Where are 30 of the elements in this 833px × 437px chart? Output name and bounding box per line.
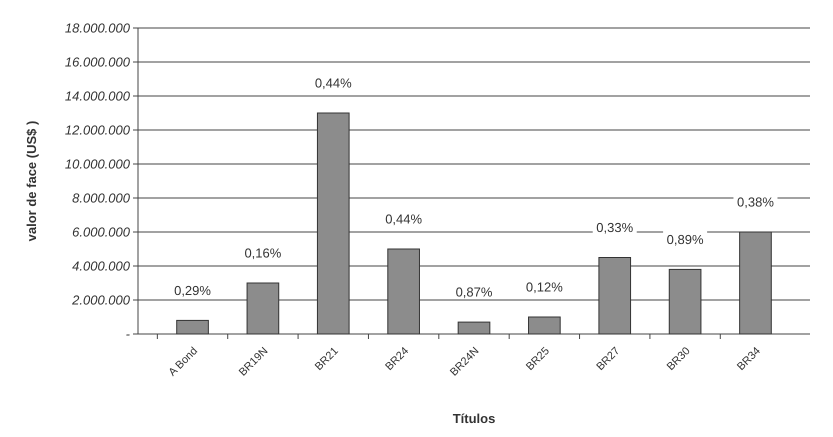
y-tick-label: 2.000.000 <box>71 292 131 308</box>
y-tick-label: 6.000.000 <box>72 224 131 240</box>
bar <box>458 322 490 334</box>
bar <box>528 316 561 334</box>
annotation: 0,38% <box>737 194 774 210</box>
y-tick-label: 18.000.000 <box>64 20 131 36</box>
bar <box>598 257 632 334</box>
bar <box>246 282 280 334</box>
bar <box>316 112 350 334</box>
annotation: 0,89% <box>666 232 704 247</box>
annotation: 0,44% <box>385 212 422 227</box>
y-tick-label: 14.000.000 <box>64 88 131 104</box>
x-axis-title: Títulos <box>452 411 496 426</box>
y-tick-label: 12.000.000 <box>64 122 131 138</box>
y-tick-label: - <box>126 326 131 342</box>
y-tick-label: 8.000.000 <box>72 190 131 206</box>
y-axis-title: valor de face (US$ ) <box>24 120 39 242</box>
bar <box>668 268 702 334</box>
annotation: 0,44% <box>314 76 352 91</box>
y-tick-label: 10.000.000 <box>64 156 131 172</box>
annotation: 0,33% <box>596 220 634 236</box>
bar <box>176 320 209 334</box>
bar <box>387 248 420 334</box>
annotation: 0,12% <box>526 280 564 295</box>
y-tick-label: 4.000.000 <box>72 258 131 274</box>
y-tick-label: 16.000.000 <box>64 54 131 70</box>
bar <box>739 232 772 334</box>
annotation: 0,16% <box>244 246 282 261</box>
annotation: 0,87% <box>456 284 493 300</box>
annotation: 0,29% <box>174 282 212 298</box>
